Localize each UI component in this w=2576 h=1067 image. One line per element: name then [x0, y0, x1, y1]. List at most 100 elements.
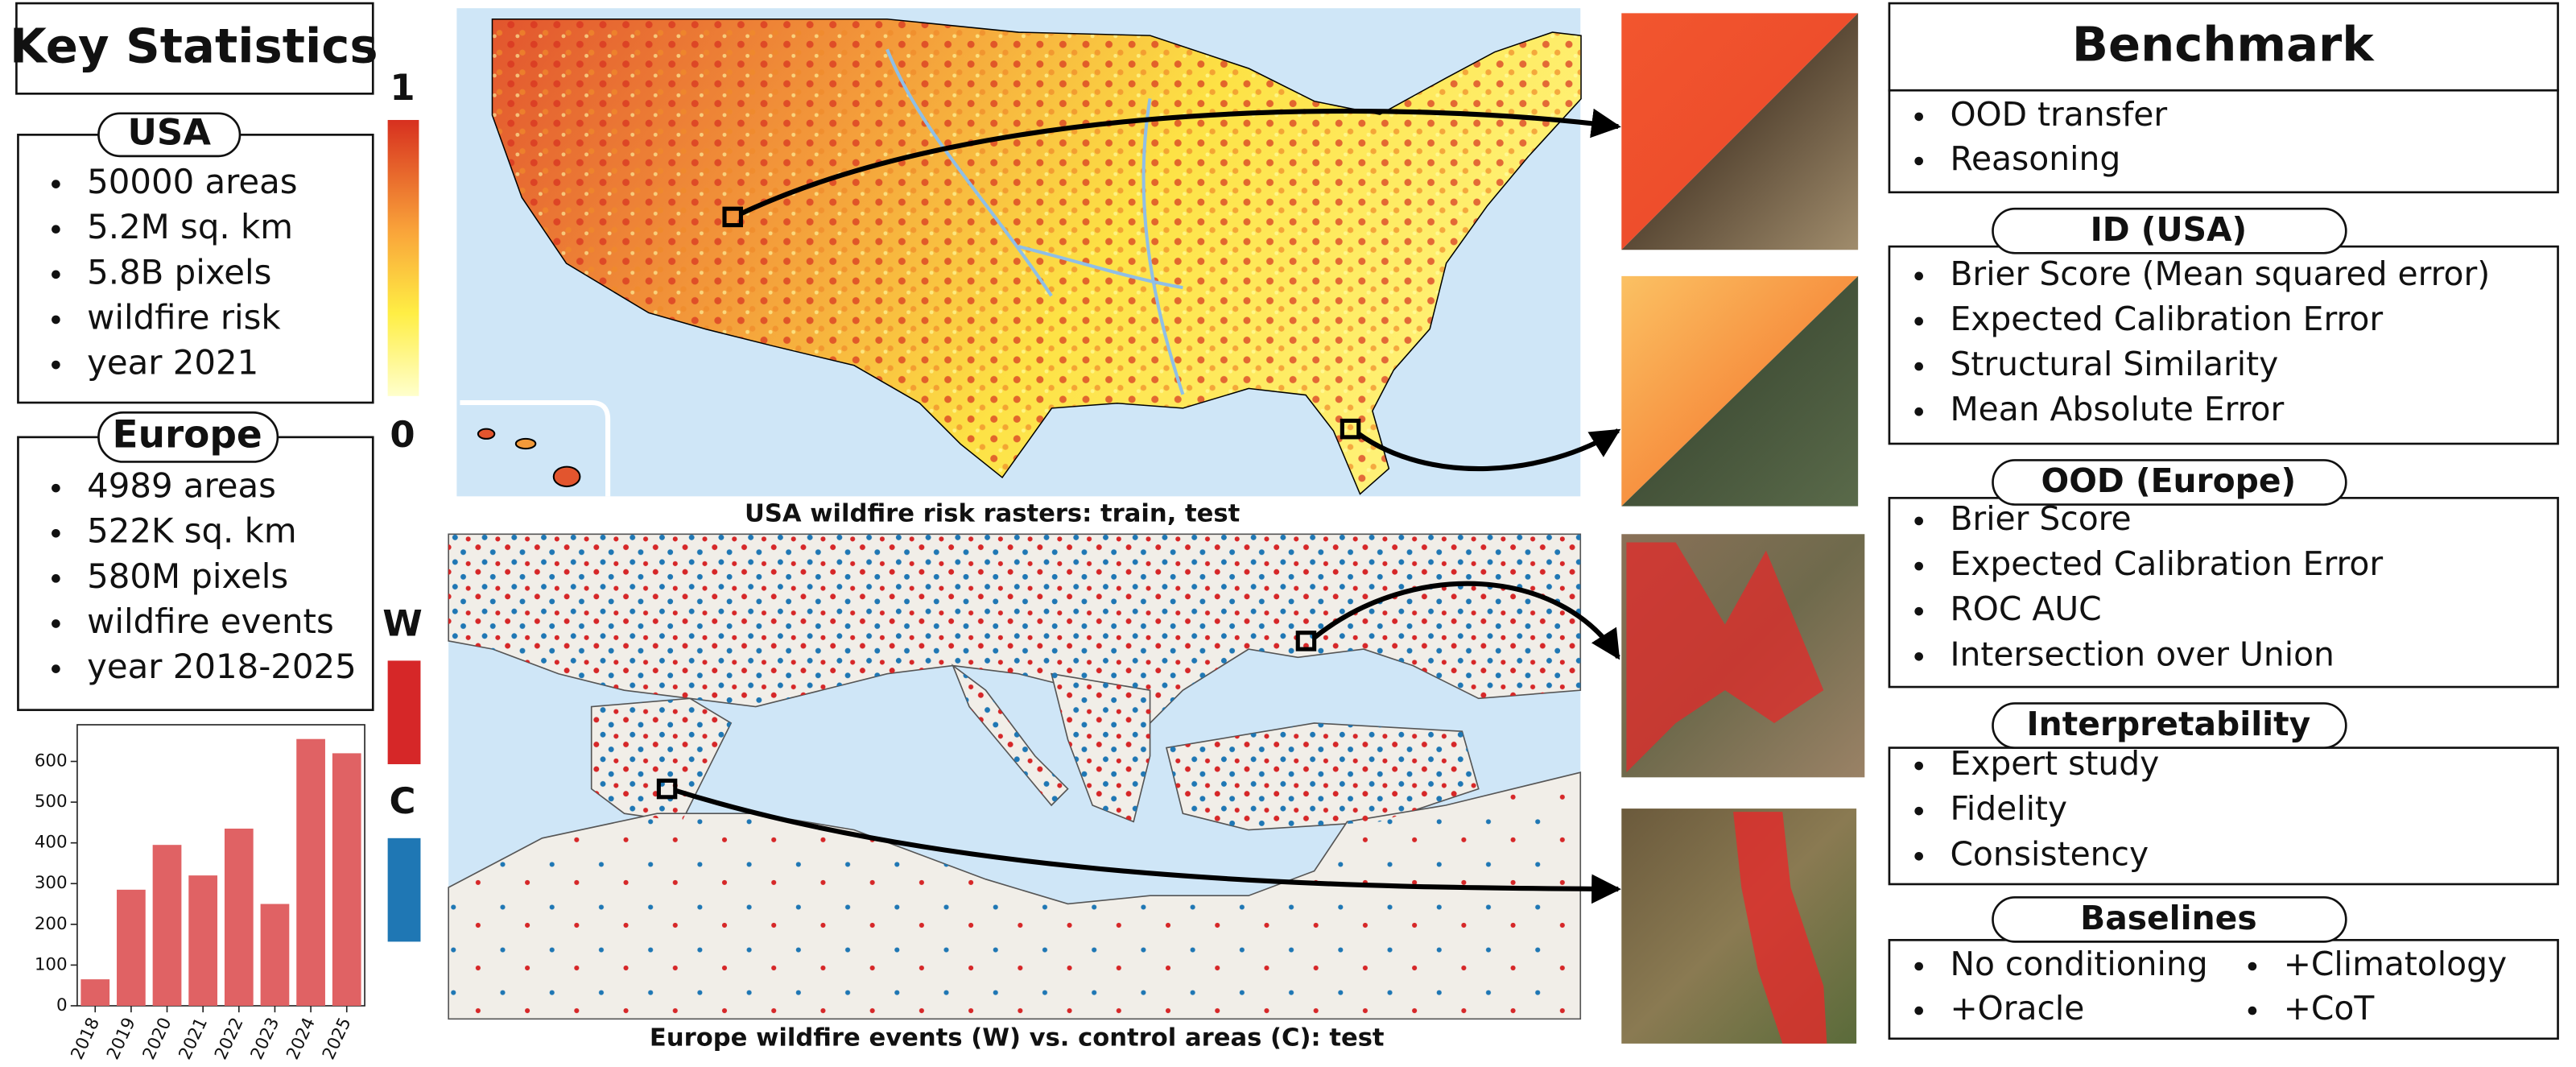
usa-sample-marker: [1340, 418, 1361, 440]
plot-frame: [76, 724, 365, 1007]
list-item: year 2018-2025: [87, 647, 357, 686]
list-item: Fidelity: [1950, 789, 2067, 828]
key-stats-box: [15, 2, 374, 95]
list-item: wildfire risk: [87, 297, 281, 337]
wildfire-overlay: [1733, 812, 1827, 1044]
list-item: 4989 areas: [87, 466, 276, 506]
bullet: [1914, 1006, 1923, 1015]
europe-title: Europe: [113, 412, 262, 457]
section-box: [1888, 746, 2559, 886]
bullet: [1914, 606, 1923, 616]
key-stats-title: Key Statistics: [10, 18, 378, 73]
wildfire-overlay: [1626, 542, 1824, 773]
y-tick-label: 600: [35, 751, 68, 771]
arrow: [1312, 581, 1620, 660]
usa-rivers: [886, 48, 1185, 395]
bar: [260, 904, 290, 1006]
bullet: [2248, 1006, 2257, 1015]
bullet: [1914, 561, 1923, 571]
bullet: [1914, 112, 1923, 122]
x-tick-label: 2022: [211, 1015, 248, 1063]
section-pill: [1992, 459, 2347, 506]
list-item: wildfire events: [87, 602, 334, 641]
benchmark-box: [1888, 89, 2559, 194]
legend-c: C: [390, 780, 416, 822]
y-tick-label: 0: [56, 995, 68, 1015]
hawaii-inset-frame: [460, 399, 611, 497]
x-tick-label: 2024: [283, 1015, 320, 1063]
section-pill: [1992, 207, 2347, 254]
arrow: [1356, 428, 1621, 472]
list-item: Reasoning: [1950, 139, 2120, 178]
list-item: No conditioning: [1950, 945, 2207, 983]
x-tick-label: 2023: [247, 1015, 284, 1063]
europe-map-caption: Europe wildfire events (W) vs. control a…: [650, 1024, 1385, 1052]
list-item: Intersection over Union: [1950, 635, 2334, 673]
bar: [188, 875, 218, 1006]
list-item: Expert study: [1950, 744, 2159, 783]
list-item: +CoT: [2284, 989, 2376, 1028]
x-tick-label: 2021: [175, 1015, 212, 1063]
bullet: [52, 574, 60, 583]
satellite-thumbnail: [1621, 13, 1859, 250]
list-item: Expected Calibration Error: [1950, 544, 2383, 583]
bullet: [52, 270, 60, 279]
list-item: ROC AUC: [1950, 589, 2101, 628]
section-title: Interpretability: [2026, 705, 2310, 743]
europe-pill: [97, 411, 279, 463]
hawaii-island: [477, 428, 496, 440]
list-item: Brier Score: [1950, 499, 2131, 538]
bullet: [1914, 806, 1923, 816]
list-item: 5.8B pixels: [87, 252, 271, 292]
benchmark-title: Benchmark: [2072, 16, 2375, 72]
colorbar: [387, 119, 419, 396]
arrow: [740, 108, 1621, 217]
list-item: 50000 areas: [87, 162, 297, 201]
bullet: [52, 619, 60, 628]
bullet: [1914, 652, 1923, 661]
bullet: [1914, 851, 1923, 861]
arrow: [674, 788, 1621, 904]
bullet: [52, 360, 60, 370]
bar: [80, 979, 110, 1006]
section-pill: [1992, 702, 2347, 749]
africa-event-points: [448, 772, 1581, 1019]
list-item: Mean Absolute Error: [1950, 390, 2284, 428]
list-item: Brier Score (Mean squared error): [1950, 254, 2490, 293]
colorbar-high: 1: [390, 66, 415, 109]
legend-w: W: [382, 602, 423, 645]
bullet: [52, 483, 60, 493]
bar: [117, 889, 146, 1006]
europe-sample-marker: [656, 778, 678, 800]
list-item: Expected Calibration Error: [1950, 300, 2383, 338]
x-tick-label: 2020: [139, 1015, 176, 1063]
legend-c-swatch: [387, 837, 421, 942]
usa-pill: [97, 112, 242, 158]
bullet: [1914, 316, 1923, 326]
bullet: [52, 225, 60, 234]
bullet: [52, 664, 60, 673]
europe-event-points: [448, 534, 1581, 830]
bullet: [2248, 962, 2257, 971]
shape: [674, 108, 1621, 904]
section-title: Baselines: [2080, 899, 2257, 937]
bullet: [1914, 761, 1923, 771]
y-tick-label: 100: [35, 954, 68, 974]
usa-title: USA: [127, 110, 211, 153]
section-pill: [1992, 895, 2347, 943]
bar: [296, 738, 325, 1006]
bullet: [1914, 156, 1923, 166]
bullet: [52, 315, 60, 325]
y-tick-label: 400: [35, 833, 68, 853]
list-item: +Oracle: [1950, 989, 2084, 1028]
europe-sample-marker: [1295, 631, 1317, 651]
bullet: [1914, 271, 1923, 281]
list-item: 580M pixels: [87, 556, 288, 596]
usa-sample-marker: [722, 206, 743, 228]
list-item: 522K sq. km: [87, 511, 296, 551]
list-item: year 2021: [87, 343, 258, 383]
x-tick-label: 2019: [103, 1015, 140, 1063]
hawaii-island: [552, 465, 581, 488]
